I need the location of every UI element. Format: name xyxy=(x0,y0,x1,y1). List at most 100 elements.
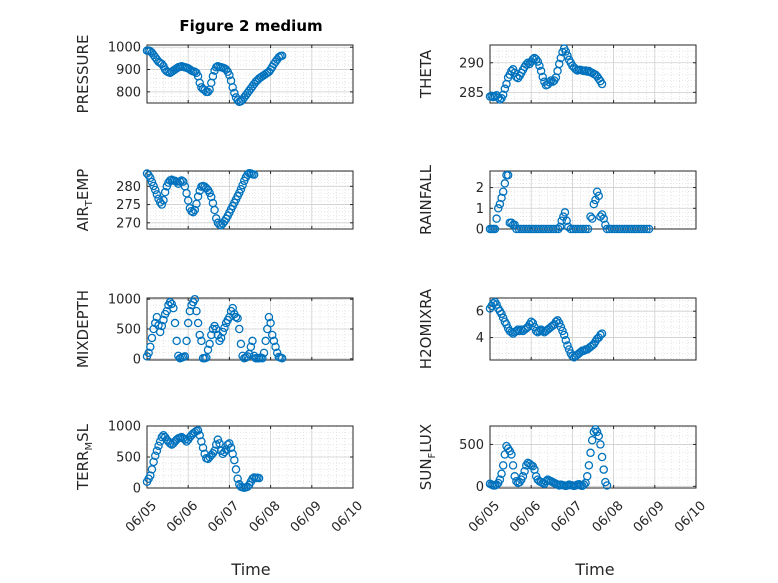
data-point xyxy=(147,177,157,187)
data-point xyxy=(518,472,528,481)
data-point xyxy=(233,314,242,323)
data-point xyxy=(564,345,574,354)
data-point xyxy=(190,294,200,304)
y-tick-label: 500 xyxy=(116,323,141,338)
data-point xyxy=(644,224,654,234)
data-point xyxy=(269,336,279,346)
data-point xyxy=(207,192,216,202)
data-point xyxy=(556,322,566,332)
y-tick-label: 900 xyxy=(116,63,141,78)
data-point xyxy=(182,189,191,198)
y-tick-label: 0 xyxy=(476,480,484,495)
x-tick-label: 06/10 xyxy=(672,498,709,535)
data-point xyxy=(584,461,594,470)
data-point xyxy=(492,214,501,223)
data-point xyxy=(193,426,203,435)
x-tick-label: 06/05 xyxy=(123,498,160,535)
data-point xyxy=(586,448,595,458)
x-tick-label: 06/08 xyxy=(247,498,284,535)
data-point xyxy=(555,222,565,232)
data-point xyxy=(230,455,239,465)
data-point xyxy=(236,184,246,194)
subplot-6: 4 6 H2OMIXRA xyxy=(417,288,697,369)
data-point xyxy=(157,200,167,209)
data-point xyxy=(581,224,590,234)
x-tick-label: 06/07 xyxy=(548,498,585,535)
data-point xyxy=(220,323,229,333)
y-tick-label: 4 xyxy=(476,331,484,346)
data-point xyxy=(165,439,175,448)
data-point xyxy=(236,339,246,349)
data-point xyxy=(533,57,543,66)
data-point xyxy=(267,330,277,340)
data-point xyxy=(277,51,287,60)
data-point xyxy=(146,342,155,352)
y-tick-label: 1000 xyxy=(108,420,141,435)
data-point xyxy=(531,54,541,64)
data-point xyxy=(190,205,200,215)
data-point xyxy=(238,180,247,190)
subplot-8: 0 500 SUNFLUX 06/05 06/06 06/07 06/08 06/09 06/1… xyxy=(417,424,709,536)
data-point xyxy=(146,471,155,480)
figure-title: Figure 2 medium xyxy=(179,17,322,35)
data-point xyxy=(510,472,519,481)
data-point xyxy=(497,309,506,319)
y-tick-label: 500 xyxy=(459,438,484,453)
y-tick-label: 1 xyxy=(476,202,484,217)
data-point xyxy=(228,83,237,92)
y-axis-label: H2OMIXRA xyxy=(417,288,435,369)
data-point xyxy=(554,59,564,69)
x-tick-label: 06/09 xyxy=(631,498,668,535)
data-point xyxy=(167,299,176,309)
data-point xyxy=(502,320,511,329)
subplot-4: 0 1 2 RAINFALL xyxy=(417,164,697,238)
y-tick-label: 275 xyxy=(116,198,141,213)
data-point xyxy=(597,452,607,462)
data-point xyxy=(592,187,602,196)
data-point xyxy=(536,66,546,76)
data-point xyxy=(498,90,508,99)
y-axis-label: TERRMSL xyxy=(74,423,95,491)
data-point xyxy=(554,318,564,328)
data-point xyxy=(562,216,571,225)
data-point xyxy=(258,353,267,363)
data-point xyxy=(160,187,170,197)
data-point xyxy=(642,224,651,234)
data-point xyxy=(197,437,206,446)
data-point xyxy=(578,224,588,234)
data-point xyxy=(563,51,572,60)
data-point xyxy=(554,224,563,234)
data-point xyxy=(507,450,516,459)
data-point xyxy=(587,435,597,445)
subplot-3: 270 275 280 AIRTEMP xyxy=(74,169,354,231)
data-point xyxy=(264,312,274,322)
data-point xyxy=(144,348,153,358)
data-point xyxy=(228,449,237,459)
data-point xyxy=(179,177,188,186)
data-point xyxy=(497,193,506,203)
data-point xyxy=(172,336,181,346)
y-axis-label: PRESSURE xyxy=(74,35,92,114)
data-point xyxy=(152,190,162,199)
axes-box xyxy=(146,44,354,104)
data-point xyxy=(205,339,214,349)
x-axis-label-right: Time xyxy=(574,560,614,579)
axes-box xyxy=(489,44,697,104)
y-tick-label: 290 xyxy=(459,56,484,71)
axes-box xyxy=(489,170,697,230)
data-point xyxy=(192,306,201,316)
y-tick-label: 800 xyxy=(116,85,141,100)
data-point xyxy=(183,196,193,205)
data-point xyxy=(500,84,510,94)
data-point xyxy=(579,480,589,489)
data-point xyxy=(500,179,510,188)
y-tick-label: 500 xyxy=(116,451,141,466)
data-point xyxy=(587,214,597,223)
data-point xyxy=(149,181,158,191)
subplot-1: 800 900 1000 PRESSURE xyxy=(74,35,354,114)
data-point xyxy=(277,353,287,363)
data-point xyxy=(233,474,242,483)
data-point xyxy=(261,336,270,346)
data-point xyxy=(498,461,508,470)
